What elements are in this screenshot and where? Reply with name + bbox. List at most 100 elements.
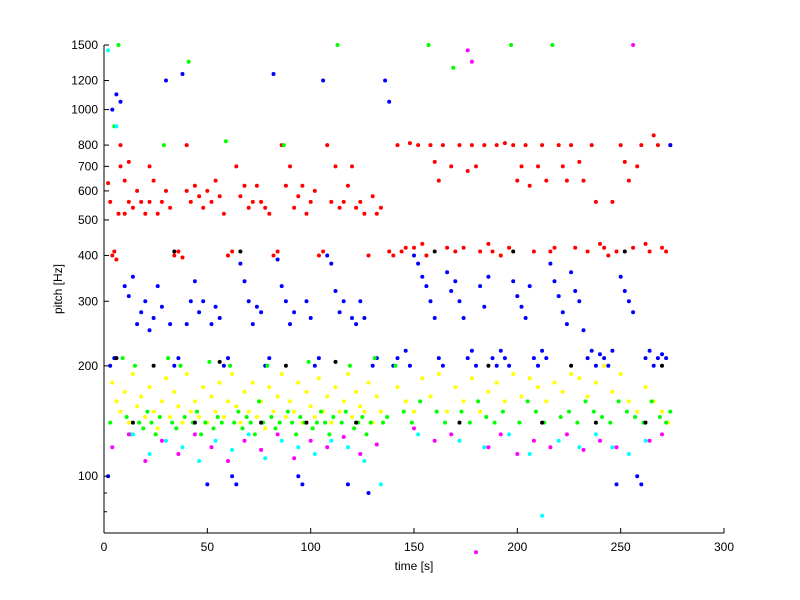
data-point	[112, 249, 117, 254]
data-point	[548, 261, 553, 266]
data-point	[474, 164, 478, 169]
data-point	[354, 322, 359, 327]
data-point	[492, 420, 497, 425]
data-point	[519, 394, 524, 399]
data-point	[300, 183, 305, 188]
data-point	[296, 445, 301, 450]
data-point	[418, 399, 423, 404]
data-point	[507, 432, 512, 437]
data-point	[292, 205, 297, 210]
data-point	[283, 183, 288, 188]
data-point	[426, 43, 431, 47]
data-point	[275, 394, 280, 399]
data-point	[358, 199, 363, 204]
data-point	[288, 322, 292, 327]
data-point	[329, 438, 334, 443]
data-point	[494, 363, 499, 368]
data-point	[333, 164, 338, 169]
data-point	[271, 409, 276, 414]
data-point	[180, 445, 185, 450]
data-point	[527, 452, 532, 456]
data-point	[626, 399, 631, 404]
data-point	[614, 482, 619, 487]
data-point	[585, 356, 590, 361]
data-point	[304, 299, 309, 304]
data-point	[350, 415, 354, 419]
data-point	[211, 426, 216, 431]
data-point	[635, 164, 640, 169]
data-point	[221, 415, 226, 419]
data-point	[126, 294, 131, 299]
data-point	[407, 363, 412, 368]
data-point	[341, 399, 346, 404]
data-point	[631, 43, 636, 47]
data-point	[610, 348, 615, 353]
data-point	[352, 426, 357, 431]
data-point	[118, 143, 123, 148]
data-point	[147, 164, 152, 169]
data-point	[316, 356, 321, 361]
data-point	[221, 363, 226, 368]
data-point	[188, 299, 193, 304]
data-point	[114, 257, 119, 262]
data-point	[197, 459, 202, 463]
data-point	[664, 249, 669, 254]
x-tick-label: 50	[201, 540, 215, 554]
data-point	[469, 348, 474, 353]
data-point	[139, 199, 144, 204]
data-point	[536, 164, 540, 169]
data-point	[114, 399, 119, 404]
data-point	[312, 188, 317, 193]
data-point	[312, 415, 317, 419]
data-point	[337, 310, 342, 315]
data-point	[453, 279, 458, 284]
data-point	[166, 356, 171, 361]
data-point	[164, 78, 168, 83]
data-point	[643, 438, 648, 443]
data-point	[354, 389, 359, 394]
data-point	[577, 445, 582, 450]
data-point	[292, 310, 297, 315]
data-point	[257, 399, 261, 404]
data-point	[585, 394, 590, 399]
data-point	[560, 310, 565, 315]
data-point	[461, 316, 466, 320]
data-point	[515, 452, 520, 456]
y-tick-label: 600	[78, 184, 98, 198]
data-point	[321, 78, 326, 83]
data-point	[213, 178, 218, 183]
data-point	[500, 409, 505, 414]
data-point	[271, 72, 276, 76]
data-point	[135, 188, 140, 193]
data-point	[393, 363, 398, 368]
data-point	[234, 404, 239, 409]
data-point	[523, 316, 528, 320]
data-point	[459, 409, 464, 414]
data-point	[325, 445, 330, 450]
data-point	[126, 159, 131, 164]
data-point	[108, 420, 113, 425]
data-point	[403, 399, 408, 404]
data-point	[236, 409, 241, 414]
data-point	[285, 409, 290, 414]
data-point	[519, 164, 524, 169]
data-point	[263, 456, 268, 461]
data-point	[192, 399, 197, 404]
data-point	[507, 245, 512, 250]
data-point	[502, 399, 507, 404]
data-point	[560, 164, 565, 169]
data-point	[164, 188, 168, 193]
data-point	[230, 372, 235, 376]
data-point	[370, 194, 375, 199]
data-point	[184, 322, 189, 327]
data-point	[267, 211, 272, 216]
data-point	[308, 199, 313, 204]
data-point	[240, 426, 245, 431]
data-point	[279, 372, 284, 376]
data-point	[664, 420, 669, 425]
data-point	[155, 426, 160, 431]
data-point	[137, 420, 142, 425]
data-point	[354, 420, 359, 425]
data-point	[133, 363, 137, 368]
data-point	[199, 432, 204, 437]
